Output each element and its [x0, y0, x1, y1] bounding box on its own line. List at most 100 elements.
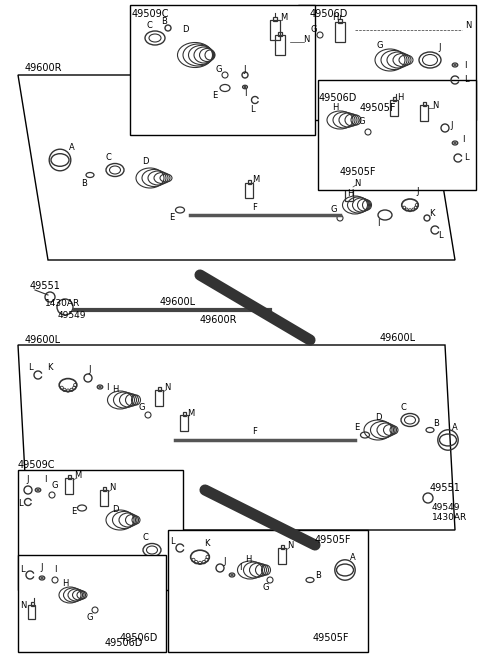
Bar [31, 602, 34, 606]
Text: 49509C: 49509C [132, 9, 169, 19]
Bar [278, 548, 286, 564]
Bar [103, 487, 106, 491]
Text: K: K [429, 208, 435, 217]
Text: A: A [69, 143, 75, 153]
Text: I: I [377, 219, 379, 227]
Text: G: G [311, 26, 317, 35]
Polygon shape [18, 345, 455, 530]
Text: H: H [347, 189, 353, 198]
Text: 49506D: 49506D [120, 633, 158, 643]
Text: N: N [303, 35, 309, 45]
Text: D: D [375, 413, 381, 422]
Text: L: L [438, 231, 442, 240]
Text: K: K [204, 538, 210, 548]
Text: G: G [52, 481, 58, 489]
Text: C: C [146, 20, 152, 29]
Text: H: H [397, 92, 403, 102]
Text: F: F [252, 428, 257, 436]
Text: 49505F: 49505F [340, 167, 376, 177]
Text: I: I [54, 565, 56, 574]
Text: G: G [216, 66, 222, 75]
Text: 49506D: 49506D [319, 93, 358, 103]
Text: L: L [464, 75, 468, 84]
Bar [393, 97, 396, 101]
Text: 49600L: 49600L [160, 297, 196, 307]
Text: I: I [462, 136, 464, 145]
FancyBboxPatch shape [130, 5, 315, 135]
Text: M: M [74, 472, 82, 481]
Text: F: F [252, 204, 257, 212]
Text: D: D [112, 506, 118, 514]
Text: H: H [332, 14, 338, 22]
Text: B: B [315, 571, 321, 580]
Text: 49600R: 49600R [200, 315, 238, 325]
Bar [345, 185, 353, 201]
Text: B: B [161, 18, 167, 26]
Text: E: E [169, 214, 175, 223]
Text: N: N [109, 483, 115, 493]
Bar [275, 35, 285, 55]
Text: I: I [244, 88, 246, 98]
Text: 49505F: 49505F [315, 535, 351, 545]
Text: 49509C: 49509C [18, 460, 56, 470]
Text: H: H [332, 103, 338, 113]
Text: I: I [106, 383, 108, 392]
Text: N: N [20, 601, 26, 610]
Text: I: I [239, 563, 241, 572]
FancyBboxPatch shape [18, 555, 166, 652]
Bar [65, 478, 73, 494]
Bar [423, 102, 426, 106]
Text: G: G [331, 206, 337, 214]
Text: 49551: 49551 [30, 281, 61, 291]
FancyBboxPatch shape [318, 80, 476, 190]
Text: J: J [417, 187, 419, 196]
Text: 49600L: 49600L [380, 333, 416, 343]
Text: J: J [451, 121, 453, 130]
Text: L: L [250, 105, 254, 115]
Text: 1430AR: 1430AR [432, 512, 467, 521]
FancyBboxPatch shape [18, 470, 183, 590]
Bar [248, 180, 251, 184]
Text: L: L [20, 565, 24, 574]
Text: J: J [27, 476, 29, 485]
Text: I: I [464, 60, 466, 69]
Text: K: K [47, 364, 53, 373]
Bar [100, 490, 108, 506]
Text: 1430AR: 1430AR [45, 299, 80, 307]
Text: 49600R: 49600R [25, 63, 62, 73]
Bar [338, 19, 342, 23]
Text: N: N [465, 22, 471, 31]
FancyBboxPatch shape [298, 5, 476, 120]
Text: J: J [89, 365, 91, 375]
Text: 49600L: 49600L [25, 335, 61, 345]
Text: C: C [400, 403, 406, 413]
Bar [270, 20, 280, 40]
Text: N: N [164, 383, 170, 392]
Bar [420, 105, 428, 121]
Bar [348, 182, 351, 186]
Text: E: E [354, 422, 360, 432]
Text: 49505F: 49505F [360, 103, 396, 113]
Text: H: H [62, 578, 68, 588]
Bar [390, 100, 398, 116]
Bar [180, 415, 188, 431]
Text: J: J [244, 64, 246, 73]
Text: I: I [44, 476, 46, 485]
Polygon shape [18, 75, 455, 260]
Text: E: E [212, 90, 217, 100]
Text: 49549: 49549 [58, 310, 86, 320]
Text: G: G [263, 584, 269, 593]
Text: L: L [170, 538, 174, 546]
Bar [281, 545, 284, 549]
Text: M: M [252, 174, 260, 183]
Text: J: J [439, 43, 441, 52]
Text: N: N [287, 542, 293, 550]
Bar [28, 605, 35, 619]
Text: C: C [105, 153, 111, 162]
Text: 49506D: 49506D [105, 638, 144, 648]
Bar [155, 390, 163, 406]
Text: 49505F: 49505F [313, 633, 349, 643]
Text: H: H [112, 386, 118, 394]
Text: A: A [452, 424, 458, 432]
FancyBboxPatch shape [168, 530, 368, 652]
